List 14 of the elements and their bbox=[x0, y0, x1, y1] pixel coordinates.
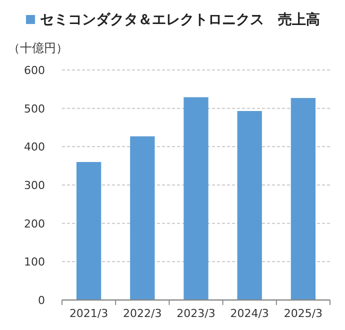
x-tick-label: 2025/3 bbox=[284, 307, 323, 320]
x-tick-label: 2021/3 bbox=[69, 307, 108, 320]
x-tick-label: 2022/3 bbox=[123, 307, 162, 320]
y-tick-label: 100 bbox=[24, 256, 45, 269]
y-tick-label: 300 bbox=[24, 179, 45, 192]
x-tick-label: 2024/3 bbox=[230, 307, 269, 320]
y-tick-label: 600 bbox=[24, 64, 45, 77]
y-tick-label: 0 bbox=[38, 294, 45, 307]
x-tick-label: 2023/3 bbox=[176, 307, 216, 320]
y-tick-label: 500 bbox=[24, 102, 45, 116]
y-tick-label: 200 bbox=[24, 217, 45, 230]
y-tick-label: 400 bbox=[24, 140, 45, 154]
y-axis-title: （十億円） bbox=[8, 41, 68, 55]
legend-label: セミコンダクタ＆エレクトロニクス 売上高 bbox=[40, 11, 320, 28]
